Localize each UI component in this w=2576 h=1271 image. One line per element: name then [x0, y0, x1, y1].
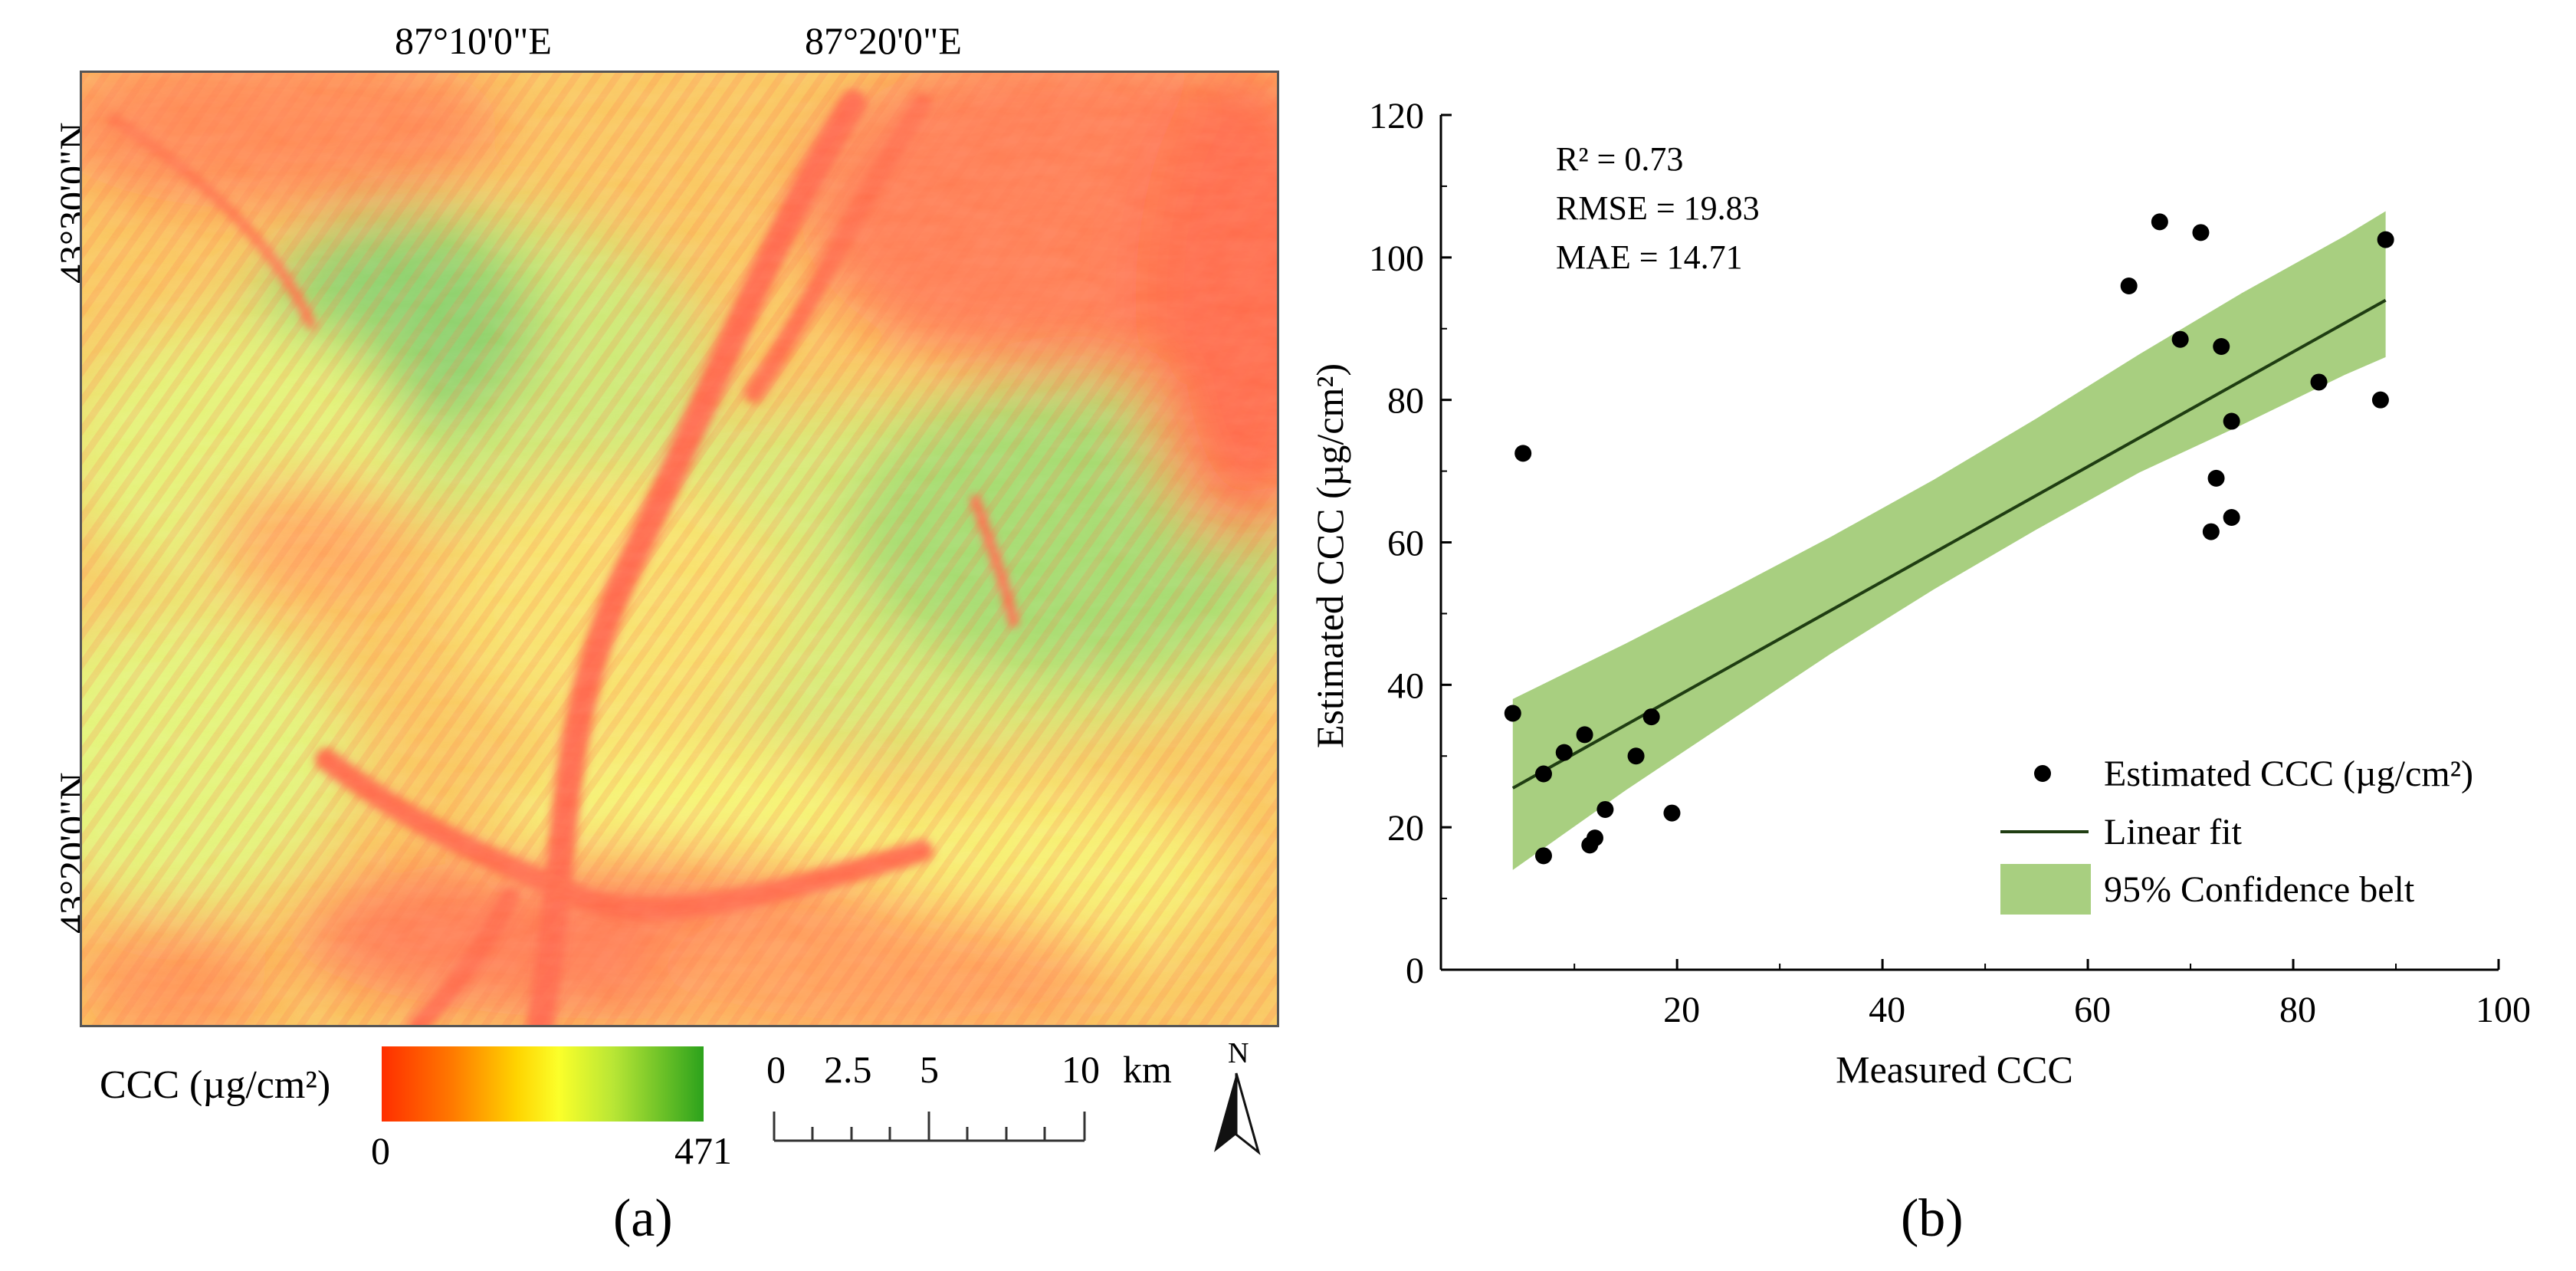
scale-label-2-5: 2.5	[824, 1048, 872, 1091]
scale-unit: km	[1123, 1048, 1172, 1091]
y-tick-label: 20	[1387, 808, 1424, 849]
x-axis-title: Measured CCC	[1836, 1048, 2073, 1091]
legend-fit-label: Linear fit	[2104, 812, 2243, 852]
data-point	[1627, 747, 1645, 765]
data-point	[1534, 847, 1552, 865]
data-point	[2202, 523, 2220, 540]
data-point	[2120, 278, 2138, 294]
data-point	[1586, 829, 1603, 847]
data-point	[1642, 708, 1660, 726]
data-point	[1663, 804, 1681, 822]
x-tick-label: 40	[1869, 990, 1905, 1030]
data-point	[1596, 800, 1614, 818]
y-axis-title: Estimated CCC (µg/cm²)	[1308, 363, 1351, 748]
x-tick-label: 20	[1663, 990, 1700, 1030]
scale-label-0: 0	[766, 1048, 786, 1091]
confidence-band	[1512, 211, 2386, 870]
x-tick-label: 100	[2476, 990, 2531, 1030]
ccc-map	[80, 71, 1279, 1027]
data-points	[1504, 213, 2394, 865]
scatter-chart: 0 20 40 60 80 100 120 20 40 60 80 100 R² = 0.73 RMS…	[1308, 96, 2531, 1091]
x-tick-label: 80	[2279, 990, 2316, 1030]
y-tick-label: 40	[1387, 665, 1424, 706]
stat-mae: MAE = 14.71	[1556, 238, 1743, 276]
y-tick-label: 80	[1387, 381, 1424, 422]
data-point	[2223, 412, 2240, 430]
data-point	[2171, 330, 2189, 348]
y-tick-label: 100	[1369, 238, 1424, 279]
data-point	[2310, 373, 2328, 391]
legend-band-swatch	[2000, 864, 2091, 915]
legend-band-label: 95% Confidence belt	[2104, 869, 2415, 910]
data-point	[2207, 469, 2225, 487]
data-point	[1576, 726, 1593, 744]
legend-min: 0	[371, 1129, 390, 1172]
legend-points-label: Estimated CCC (µg/cm²)	[2104, 754, 2473, 794]
scale-label-5: 5	[920, 1048, 939, 1091]
north-label: N	[1228, 1037, 1249, 1069]
data-point	[1514, 445, 1532, 462]
data-point	[1504, 704, 1521, 722]
y-tick-label: 60	[1387, 524, 1424, 564]
linear-fit-line	[1511, 298, 2387, 790]
north-arrow-icon	[1214, 1072, 1261, 1156]
scale-label-10: 10	[1062, 1048, 1100, 1091]
legend-point-marker	[2034, 765, 2051, 782]
panel-b-label: (b)	[1901, 1189, 1964, 1248]
data-point	[1555, 744, 1573, 761]
lon-tick-1: 87°10'0"E	[395, 19, 552, 62]
stat-r2: R² = 0.73	[1556, 140, 1683, 178]
panel-a-label: (a)	[613, 1189, 673, 1248]
data-point	[2377, 231, 2394, 248]
legend-title: CCC (µg/cm²)	[100, 1063, 331, 1107]
color-ramp	[382, 1046, 704, 1122]
x-tick-label: 60	[2074, 990, 2111, 1030]
data-point	[2151, 213, 2168, 231]
lon-tick-2: 87°20'0"E	[805, 19, 962, 62]
scale-bar	[773, 1112, 1086, 1142]
legend-max: 471	[674, 1129, 732, 1172]
data-point	[2213, 337, 2230, 355]
y-tick-label: 120	[1369, 96, 1424, 136]
data-point	[2371, 391, 2389, 409]
data-point	[2192, 224, 2210, 241]
y-tick-label: 0	[1406, 951, 1424, 991]
stat-rmse: RMSE = 19.83	[1556, 189, 1760, 227]
data-point	[2223, 508, 2240, 526]
chart-axes: 0 20 40 60 80 100 120 20 40 60 80 100	[1369, 96, 2531, 1030]
ccc-map-raster	[82, 73, 1277, 1025]
data-point	[1534, 765, 1552, 783]
